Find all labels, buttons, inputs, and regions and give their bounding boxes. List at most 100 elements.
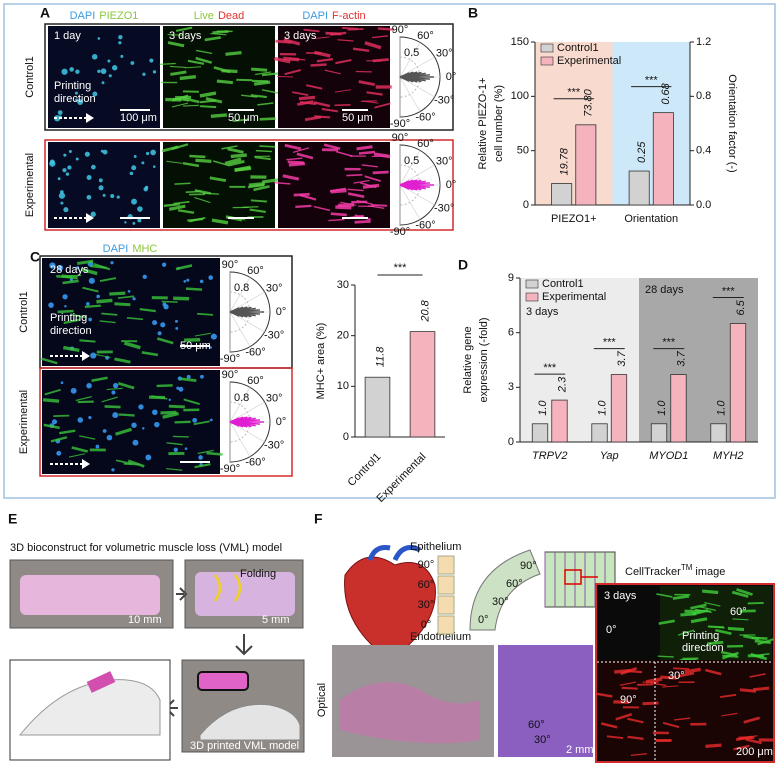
- row-label: Experimental: [24, 153, 36, 217]
- x-tick-label: MYH2: [713, 450, 744, 462]
- cell-fiber: [62, 345, 80, 353]
- cell-fiber: [657, 655, 674, 658]
- cell-nucleus: [97, 37, 101, 40]
- y-tick-label: 0: [523, 199, 529, 211]
- cell-nucleus: [56, 450, 62, 456]
- cell-nucleus: [133, 155, 137, 158]
- fiber-layer: [437, 595, 455, 615]
- x-tick-label: PIEZO1+: [551, 213, 597, 225]
- x-tick-label: Control1: [346, 451, 384, 489]
- cell-fiber: [166, 442, 183, 446]
- row-frame: [44, 23, 454, 131]
- cell-fiber: [334, 89, 352, 93]
- significance-label: ***: [567, 87, 581, 99]
- cell-fiber: [286, 157, 303, 161]
- micro-angle: 60°: [528, 719, 545, 731]
- stain-header-part: Live: [194, 10, 214, 22]
- cell-fiber: [204, 36, 221, 42]
- cell-fiber: [57, 309, 74, 314]
- cell-nucleus: [60, 201, 64, 205]
- scale-label: 50 μm: [180, 340, 211, 352]
- value-label: 3.7: [675, 350, 687, 366]
- cell-fiber: [732, 618, 749, 621]
- cell-fiber: [171, 94, 189, 102]
- cell-fiber: [251, 67, 268, 72]
- cell-nucleus: [116, 195, 120, 199]
- cell-fiber: [179, 75, 196, 81]
- cell-fiber: [627, 735, 644, 740]
- bar: [575, 124, 597, 206]
- cell-nucleus: [111, 65, 118, 71]
- panel-label: F: [314, 511, 323, 527]
- polar-ray: [399, 72, 410, 78]
- bar: [710, 423, 727, 443]
- cell-fiber: [170, 70, 187, 76]
- stain-header-part: DAPI: [103, 243, 129, 255]
- region-background: [698, 278, 758, 442]
- cell-fiber: [199, 99, 216, 104]
- cell-fiber: [674, 717, 691, 721]
- stack-angle: 90°: [520, 560, 537, 572]
- significance-label: ***: [662, 336, 676, 348]
- cell-fiber: [335, 150, 353, 157]
- stain-header-part: F-actin: [332, 10, 366, 22]
- polar-tick-label: -90°: [390, 226, 410, 238]
- tracker-angle: 0°: [606, 624, 617, 636]
- cell-nucleus: [141, 161, 145, 165]
- bar: [650, 423, 668, 443]
- cell-nucleus: [62, 294, 68, 300]
- legend-swatch: [525, 292, 539, 302]
- cell-nucleus: [111, 390, 116, 395]
- cell-fiber: [80, 267, 98, 276]
- cell-nucleus: [77, 417, 84, 423]
- printing-label: direction: [54, 93, 96, 105]
- model-label: 3D printed VML model: [190, 740, 299, 752]
- cell-fiber: [193, 420, 210, 426]
- fiber-layer: [437, 555, 455, 575]
- y2-axis-label: Orientation factor (-): [726, 74, 738, 172]
- cell-fiber: [721, 712, 738, 717]
- cell-fiber: [106, 387, 123, 391]
- stain-header-part: Dead: [218, 10, 244, 22]
- cell-nucleus: [112, 382, 119, 389]
- cell-fiber: [139, 308, 156, 313]
- cell-fiber: [600, 722, 618, 729]
- tracker-title-part: CellTracker: [625, 566, 681, 578]
- cell-nucleus: [132, 439, 139, 446]
- cell-nucleus: [88, 317, 92, 322]
- bar: [364, 376, 391, 438]
- cell-fiber: [79, 339, 96, 343]
- y-axis-label: Relative gene: [462, 326, 474, 393]
- time-label: 28 days: [50, 264, 89, 276]
- cell-fiber: [749, 673, 766, 678]
- cell-nucleus: [150, 149, 156, 156]
- polar-spoke: [399, 76, 421, 112]
- cell-nucleus: [60, 381, 64, 385]
- cell-fiber: [94, 353, 111, 359]
- annotation: 3 days: [526, 306, 559, 318]
- cell-fiber: [53, 414, 70, 418]
- polar-spoke: [399, 184, 421, 220]
- cell-fiber: [282, 174, 300, 181]
- cell-fiber: [156, 337, 174, 345]
- cell-fiber: [276, 75, 294, 78]
- cell-fiber: [118, 413, 135, 417]
- hydrogel: [20, 575, 160, 615]
- value-label: 11.8: [374, 346, 386, 367]
- polar-tick-label: 30°: [266, 392, 283, 404]
- cell-nucleus: [96, 294, 100, 299]
- polar-ray: [229, 417, 240, 423]
- cell-nucleus: [49, 262, 56, 269]
- cell-nucleus: [91, 164, 96, 170]
- cell-nucleus: [120, 54, 124, 58]
- bar: [531, 423, 549, 443]
- cell-fiber: [328, 218, 345, 222]
- cell-fiber: [719, 693, 737, 699]
- tracker-angle: 60°: [730, 606, 747, 618]
- cell-nucleus: [77, 99, 84, 105]
- cell-fiber: [606, 735, 624, 739]
- cell-fiber: [259, 145, 276, 148]
- polar-spoke: [229, 277, 251, 313]
- polar-ray: [229, 307, 240, 313]
